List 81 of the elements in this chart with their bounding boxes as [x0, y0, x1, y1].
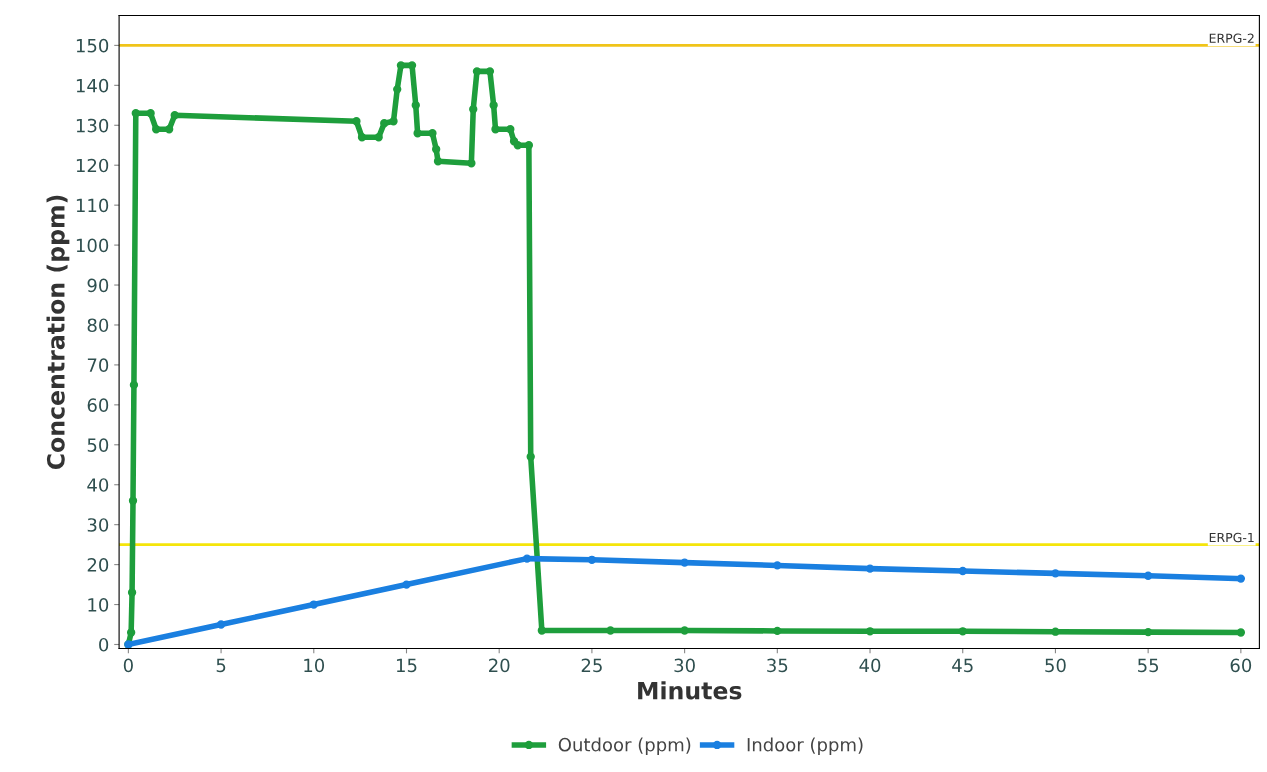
y-tick-label: 90 [87, 278, 109, 293]
x-tick-label: 25 [581, 658, 602, 673]
point [1236, 628, 1246, 637]
point [433, 157, 443, 166]
x-tick-label: 15 [396, 658, 417, 673]
point [1051, 627, 1060, 636]
x-tick-label: 45 [952, 658, 973, 673]
y-tick-label: 30 [87, 518, 109, 532]
point [773, 626, 782, 636]
point [357, 133, 367, 142]
point [428, 129, 437, 138]
legend-label: Indoor (ppm) [747, 737, 863, 755]
x-tick-label: 10 [304, 658, 325, 673]
point [411, 101, 420, 110]
point [1236, 574, 1246, 583]
point [431, 145, 441, 154]
point [958, 627, 967, 636]
y-tick-label: 110 [76, 198, 109, 213]
point [413, 129, 422, 138]
y-tick-label: 20 [87, 558, 109, 572]
point [1143, 571, 1153, 580]
x-tick-label: 30 [674, 658, 695, 673]
ref-line-label: ERPG-1 [1209, 532, 1254, 543]
point [469, 105, 478, 114]
point [129, 380, 139, 390]
x-tick-label: 20 [489, 658, 510, 673]
point [128, 496, 138, 505]
point [587, 555, 597, 564]
point [374, 133, 383, 142]
x-tick-label: 60 [1230, 658, 1252, 673]
y-axis-title: Concentration (ppm) [46, 195, 70, 470]
point [126, 628, 136, 637]
point [680, 626, 689, 635]
point [216, 620, 226, 629]
point [467, 159, 476, 168]
point [352, 117, 361, 126]
y-tick-label: 0 [99, 637, 109, 652]
point [489, 101, 498, 110]
x-tick-label: 0 [123, 658, 133, 673]
x-tick-label: 55 [1138, 658, 1159, 673]
point [865, 627, 875, 636]
y-tick-label: 70 [87, 358, 109, 373]
point [524, 141, 534, 150]
point [402, 580, 411, 589]
point [485, 67, 495, 76]
y-tick-label: 100 [76, 238, 109, 253]
x-axis-title: Minutes [638, 681, 742, 700]
y-tick-label: 50 [87, 438, 109, 452]
point [152, 125, 161, 134]
y-tick-label: 140 [76, 78, 109, 93]
point [146, 109, 155, 118]
point [389, 117, 398, 126]
x-tick-label: 50 [1045, 658, 1066, 673]
y-tick-label: 10 [88, 598, 109, 612]
ref-line-label: ERPG-2 [1209, 33, 1254, 43]
x-tick-label: 35 [767, 658, 788, 673]
legend-label: Outdoor (ppm) [558, 737, 691, 755]
y-tick-label: 60 [87, 398, 109, 412]
point [170, 111, 179, 120]
point [513, 141, 522, 150]
point [773, 561, 782, 570]
y-tick-label: 150 [76, 38, 109, 53]
point [393, 85, 402, 94]
point [680, 558, 689, 567]
y-tick-label: 80 [87, 318, 109, 333]
point [1051, 569, 1060, 578]
point [127, 588, 137, 597]
point [526, 452, 535, 461]
point [164, 125, 174, 134]
x-tick-label: 40 [859, 658, 881, 673]
y-tick-label: 120 [76, 158, 109, 173]
y-tick-label: 40 [87, 478, 109, 492]
point [491, 125, 500, 134]
point [309, 600, 318, 609]
point [606, 626, 615, 635]
point [506, 125, 515, 134]
point [131, 109, 140, 118]
y-tick-label: 130 [76, 118, 109, 133]
point [380, 119, 389, 128]
x-tick-label: 5 [216, 658, 226, 673]
point [958, 566, 967, 576]
